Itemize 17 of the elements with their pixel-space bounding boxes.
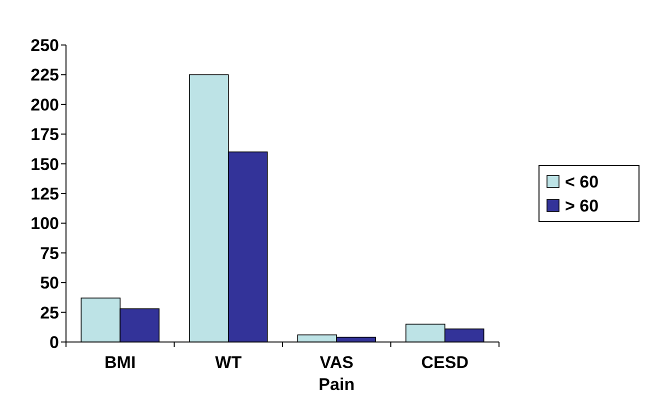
y-tick-label: 200 bbox=[30, 95, 59, 114]
y-tick-label: 150 bbox=[30, 154, 59, 174]
y-tick-label: 175 bbox=[30, 125, 59, 144]
y-tick-label: 75 bbox=[40, 244, 59, 263]
x-tick-label: BMI bbox=[104, 353, 136, 372]
y-tick-label: 225 bbox=[30, 66, 59, 85]
x-tick-label: WT bbox=[215, 353, 242, 372]
legend-label: > 60 bbox=[565, 196, 599, 216]
legend-label: < 60 bbox=[565, 172, 599, 192]
y-tick-label: 50 bbox=[40, 274, 59, 293]
y-tick-label: 0 bbox=[50, 332, 59, 352]
y-tick-label: 25 bbox=[40, 303, 59, 322]
y-tick-label: 250 bbox=[30, 36, 59, 55]
x-tick-label: CESD bbox=[421, 353, 468, 372]
y-tick-label: 125 bbox=[30, 184, 59, 204]
y-tick-label: 100 bbox=[30, 214, 59, 234]
x-tick-label: VAS Pain bbox=[318, 353, 355, 394]
